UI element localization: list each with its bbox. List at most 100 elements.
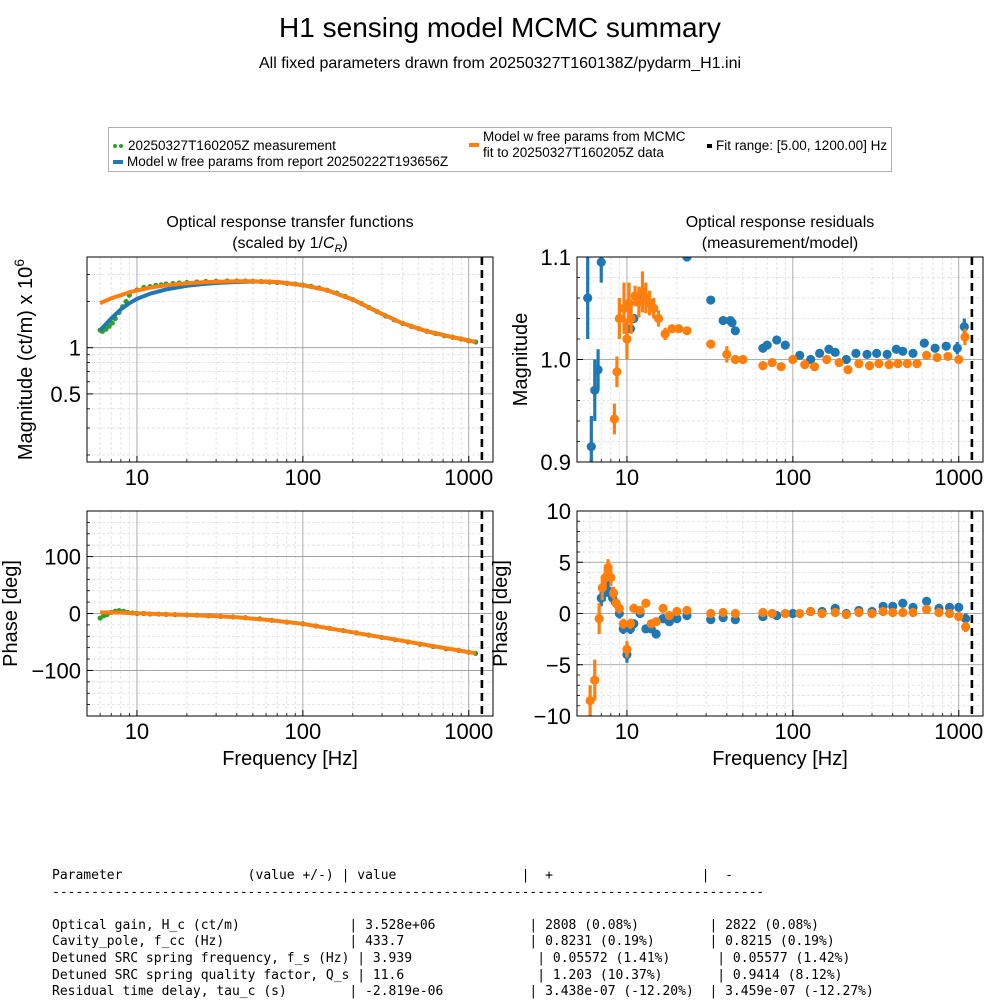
legend-label-report-model: Model w free params from report 20250222… (127, 154, 449, 169)
axes-frame (576, 256, 984, 463)
y-tick-label: −10 (534, 704, 571, 729)
data-point (682, 257, 692, 262)
panel-res_phase (576, 510, 984, 717)
y-tick-label: 0.5 (50, 382, 81, 407)
parameter-row-spring-frequency: Detuned SRC spring frequency, f_s (Hz) |… (52, 950, 851, 966)
data-point (626, 313, 636, 324)
x-axis-label: Frequency [Hz] (712, 748, 848, 770)
data-point (653, 313, 664, 324)
data-point (767, 608, 777, 619)
data-point (664, 610, 674, 621)
data-point (902, 359, 912, 369)
parameter-row-optical-gain: Optical gain, H_c (ct/m) | 3.528e+06 | 2… (52, 917, 820, 933)
legend-label-mcmc-line1: Model w free params from MCMC (483, 129, 686, 144)
x-tick-label: 10 (125, 719, 149, 744)
axes-frame (86, 510, 494, 717)
data-point (898, 346, 908, 356)
data-point (952, 343, 962, 353)
data-point (590, 675, 600, 685)
x-tick-label: 1000 (444, 719, 493, 744)
panel-tf_mag (86, 256, 494, 463)
x-tick-label: 10 (125, 465, 149, 490)
data-point (841, 609, 851, 620)
data-point (862, 349, 872, 359)
figure-title: H1 sensing model MCMC summary (279, 12, 721, 43)
legend: 20250327T160205Z measurement Model w fre… (108, 127, 892, 172)
figure-subtitle: All fixed parameters drawn from 20250327… (258, 55, 742, 72)
data-point (594, 614, 604, 624)
series-line (99, 279, 477, 344)
x-tick-label: 100 (774, 719, 811, 744)
data-point (706, 608, 716, 619)
y-tick-label: 10 (547, 499, 571, 524)
data-point (959, 322, 969, 332)
measurement-swatch (113, 142, 125, 150)
data-point (609, 414, 619, 424)
data-point (718, 315, 728, 326)
data-point (682, 326, 692, 336)
data-point (672, 614, 682, 624)
x-tick-label: 10 (615, 719, 639, 744)
data-point (658, 603, 668, 613)
y-axis-label: Phase [deg] (490, 560, 512, 667)
legend-item-report-model: Model w free params from report 20250222… (113, 154, 448, 170)
data-point (960, 332, 970, 342)
legend-label-mcmc-line2: fit to 20250327T160205Z data (483, 145, 664, 160)
y-tick-label: 0 (69, 602, 81, 627)
data-point (954, 611, 964, 622)
data-point (922, 596, 932, 606)
parameter-row-time-delay: Residual time delay, tau_c (s) | -2.819e… (52, 984, 874, 1000)
data-point (682, 605, 692, 616)
data-point (585, 696, 595, 706)
panel-title: Optical response transfer functions (166, 214, 413, 231)
data-layer (585, 559, 971, 716)
data-point (888, 607, 898, 618)
data-point (767, 357, 777, 368)
legend-label-measurement: 20250327T160205Z measurement (128, 138, 336, 153)
data-point (583, 293, 593, 303)
data-point (944, 608, 955, 619)
data-point (934, 607, 944, 618)
data-point (618, 619, 628, 629)
y-axis-label: Phase [deg] (0, 560, 22, 667)
data-point (635, 605, 645, 616)
data-point (606, 573, 616, 583)
x-tick-label: 1000 (934, 719, 983, 744)
data-point (874, 359, 884, 369)
panel-tf_phase (86, 510, 494, 717)
data-point (961, 622, 971, 632)
data-point (612, 367, 622, 377)
parameter-table: Parameter (value +/-) | value | + | - --… (52, 868, 874, 1001)
data-point (898, 598, 908, 608)
panel-res_mag (576, 256, 984, 463)
data-point (706, 339, 716, 349)
y-tick-label: 0.9 (540, 450, 571, 475)
data-point (586, 442, 596, 452)
data-point (809, 362, 820, 372)
x-axis-label: Frequency [Hz] (222, 748, 358, 770)
panel-subtitle: (scaled by 1/CR) (232, 235, 348, 255)
y-axis-label: Magnitude (510, 313, 532, 406)
axes-frame (576, 510, 984, 717)
data-point (932, 352, 942, 363)
data-point (776, 362, 786, 372)
data-point (841, 354, 851, 365)
data-point (622, 644, 632, 654)
data-point (864, 361, 875, 371)
series-line (98, 279, 477, 344)
y-tick-label: 100 (44, 545, 81, 570)
data-point (730, 354, 740, 365)
data-point (872, 348, 882, 358)
data-point (780, 608, 790, 619)
panel-title: Optical response residuals (686, 214, 875, 231)
x-tick-label: 100 (774, 465, 811, 490)
data-point (800, 360, 810, 370)
legend-item-measurement: 20250327T160205Z measurement (113, 138, 336, 154)
x-tick-label: 100 (284, 719, 321, 744)
data-point (722, 349, 732, 359)
data-point (930, 343, 940, 353)
data-point (851, 348, 861, 358)
data-point (912, 359, 922, 369)
data-point (941, 341, 951, 351)
